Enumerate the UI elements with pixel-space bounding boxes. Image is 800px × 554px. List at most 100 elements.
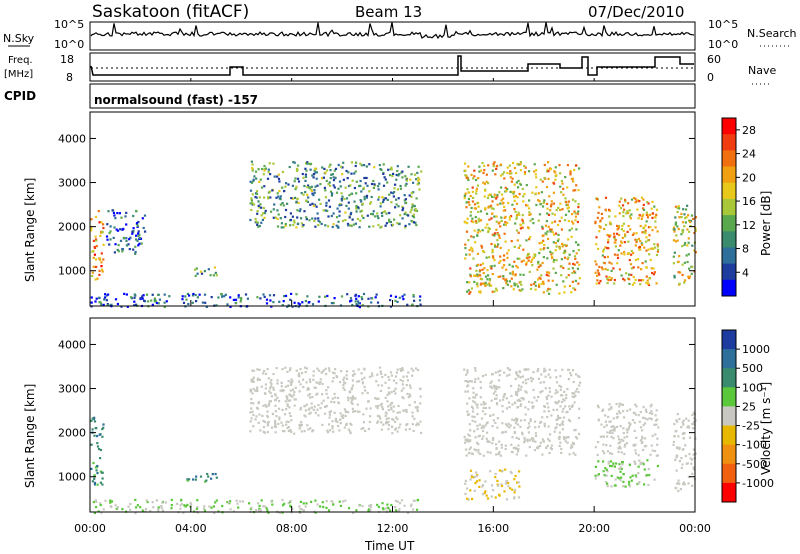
- echo-cell: [563, 390, 566, 393]
- echo-cell: [484, 189, 487, 192]
- echo-cell: [550, 200, 553, 203]
- echo-cell: [547, 177, 550, 180]
- echo-cell: [556, 239, 559, 243]
- echo-cell: [345, 422, 348, 425]
- echo-cell: [674, 458, 677, 461]
- echo-cell: [679, 271, 682, 274]
- echo-cell: [470, 287, 473, 290]
- echo-cell: [401, 295, 404, 298]
- echo-cell: [651, 449, 654, 452]
- echo-cell: [303, 184, 306, 188]
- echo-cell: [213, 511, 216, 515]
- echo-cell: [470, 173, 473, 176]
- echo-cell: [500, 443, 503, 446]
- echo-cell: [493, 264, 496, 267]
- echo-cell: [317, 224, 320, 227]
- echo-cell: [554, 392, 557, 395]
- echo-cell: [682, 208, 685, 211]
- echo-cell: [684, 241, 687, 245]
- echo-cell: [508, 280, 511, 283]
- echo-cell: [574, 390, 577, 393]
- echo-cell: [255, 388, 258, 391]
- echo-cell: [470, 452, 473, 455]
- echo-cell: [348, 224, 352, 227]
- echo-cell: [269, 381, 272, 384]
- echo-cell: [472, 400, 475, 403]
- echo-cell: [493, 234, 496, 237]
- echo-cell: [408, 223, 411, 226]
- echo-cell: [651, 200, 654, 203]
- echo-cell: [415, 224, 418, 227]
- echo-cell: [484, 275, 488, 278]
- echo-cell: [656, 245, 660, 248]
- echo-cell: [630, 213, 633, 216]
- echo-cell: [531, 401, 534, 404]
- echo-cell: [554, 401, 557, 404]
- echo-cell: [250, 181, 254, 184]
- echo-cell: [482, 454, 485, 457]
- echo-cell: [609, 223, 613, 226]
- echo-cell: [244, 293, 248, 296]
- echo-cell: [541, 225, 544, 228]
- echo-cell: [634, 238, 637, 241]
- echo-cell: [501, 431, 504, 434]
- echo-cell: [264, 372, 267, 375]
- colorbar-tick-label: 500: [742, 362, 763, 375]
- echo-cell: [377, 198, 380, 201]
- echo-cell: [328, 413, 331, 416]
- echo-cell: [351, 303, 354, 307]
- echo-cell: [692, 427, 695, 430]
- echo-cell: [477, 177, 480, 180]
- echo-cell: [102, 303, 105, 306]
- echo-cell: [291, 184, 294, 187]
- echo-cell: [517, 246, 520, 249]
- echo-cell: [651, 271, 654, 275]
- echo-cell: [682, 423, 685, 426]
- echo-cell: [372, 210, 375, 213]
- echo-cell: [355, 204, 358, 208]
- echo-cell: [363, 368, 366, 371]
- echo-cell: [194, 478, 197, 481]
- echo-cell: [285, 182, 288, 185]
- echo-cell: [672, 443, 675, 446]
- echo-cell: [485, 437, 488, 440]
- echo-cell: [532, 256, 535, 259]
- echo-cell: [390, 374, 393, 377]
- echo-cell: [574, 212, 577, 215]
- echo-cell: [396, 430, 399, 433]
- echo-cell: [567, 378, 570, 381]
- echo-cell: [341, 195, 344, 198]
- echo-cell: [498, 236, 501, 239]
- echo-cell: [613, 282, 616, 285]
- echo-cell: [134, 498, 137, 501]
- echo-cell: [557, 206, 560, 209]
- echo-cell: [283, 190, 286, 193]
- echo-cell: [268, 390, 271, 393]
- echo-cell: [346, 222, 350, 225]
- echo-cell: [317, 414, 320, 417]
- echo-cell: [650, 207, 653, 210]
- echo-cell: [598, 282, 601, 285]
- echo-cell: [256, 210, 259, 213]
- echo-cell: [560, 264, 563, 268]
- echo-cell: [634, 278, 637, 281]
- echo-cell: [104, 293, 107, 296]
- echo-cell: [522, 222, 525, 225]
- echo-cell: [250, 199, 253, 202]
- echo-cell: [477, 451, 480, 454]
- echo-cell: [388, 220, 391, 223]
- echo-cell: [603, 227, 606, 231]
- echo-cell: [541, 416, 544, 419]
- echo-cell: [411, 303, 414, 306]
- echo-cell: [260, 206, 263, 209]
- echo-cell: [688, 267, 691, 270]
- echo-cell: [471, 200, 474, 203]
- echo-cell: [332, 302, 335, 305]
- echo-cell: [655, 208, 659, 211]
- echo-cell: [503, 223, 506, 226]
- echo-cell: [340, 197, 343, 201]
- echo-cell: [286, 405, 289, 408]
- echo-cell: [678, 482, 681, 485]
- echo-cell: [403, 504, 406, 507]
- echo-cell: [398, 426, 401, 429]
